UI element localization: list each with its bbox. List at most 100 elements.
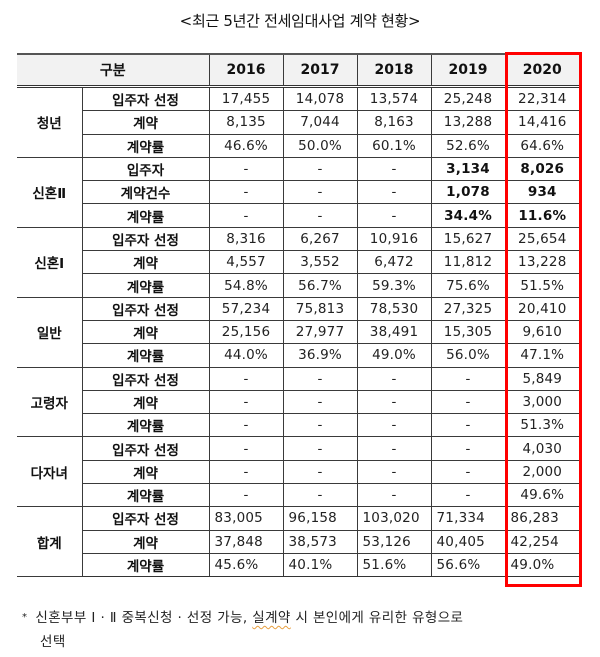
value-cell: - <box>356 203 432 228</box>
group-label: 고령자 <box>17 366 83 438</box>
row-label: 계약 <box>82 110 210 135</box>
value-cell: 42,254 <box>504 529 580 554</box>
footnote-text-a: 신혼부부 Ⅰ · Ⅱ 중복신청 · 선정 가능, <box>35 610 253 626</box>
value-cell: - <box>208 203 284 228</box>
value-cell: 13,574 <box>356 85 432 112</box>
table-row: 계약률 45.6% 40.1% 51.6% 56.6% 49.0% <box>17 552 580 578</box>
value-cell: 6,267 <box>282 226 358 252</box>
header-year: 2017 <box>282 53 358 88</box>
value-cell: 3,000 <box>504 389 580 415</box>
value-cell: - <box>282 366 358 391</box>
row-label: 입주자 <box>81 156 210 182</box>
value-cell: - <box>430 366 506 391</box>
row-label: 계약률 <box>82 483 210 508</box>
value-cell: 86,283 <box>504 506 580 531</box>
value-cell: - <box>282 413 358 438</box>
value-cell: 54.8% <box>208 273 284 298</box>
value-cell: 14,078 <box>282 85 358 112</box>
value-cell: 75,813 <box>282 296 358 321</box>
footnote-text-c: 시 본인에게 유리한 유형으로 <box>290 610 464 626</box>
row-label: 입주자 선정 <box>81 226 210 252</box>
value-cell: 20,410 <box>504 296 580 321</box>
row-label: 계약률 <box>82 552 210 578</box>
value-cell: - <box>208 366 284 391</box>
value-cell: 9,610 <box>504 319 580 345</box>
row-label: 계약 <box>82 529 210 554</box>
table-title: <최근 5년간 전세임대사업 계약 현황> <box>179 12 421 30</box>
table-row: 계약건수 - - -1,078 934 <box>17 180 580 205</box>
value-cell: - <box>282 436 358 461</box>
value-cell: 38,573 <box>282 529 358 554</box>
value-cell: - <box>356 459 432 485</box>
row-label: 입주자 선정 <box>81 436 210 461</box>
value-cell: 49.0% <box>356 343 432 368</box>
value-cell: - <box>356 436 432 461</box>
table-row: 계약률 54.8% 56.7% 59.3% 75.6% 51.5% <box>17 273 580 298</box>
value-cell: - <box>208 156 284 182</box>
value-cell: 103,020 <box>356 506 432 531</box>
table-row: 일반 입주자 선정 57,234 75,813 78,530 27,325 20,410 <box>17 296 580 368</box>
value-cell: 38,491 <box>356 319 432 345</box>
value-cell: 13,288 <box>430 110 506 135</box>
value-cell: 50.0% <box>282 133 358 158</box>
value-cell: 40.1% <box>282 552 358 578</box>
value-cell: 60.1% <box>356 133 432 158</box>
footnote-line-2: 선택 <box>40 634 66 650</box>
value-cell: 45.6% <box>208 552 284 578</box>
value-cell: 49.0% <box>504 552 580 578</box>
value-cell: 51.6% <box>356 552 432 578</box>
value-cell: - <box>208 180 284 205</box>
contract-status-table-wrapper: 구분 2016 2017 2018 2019 2020 청년 입주자 선정 17,4… <box>17 53 580 578</box>
table-row: 다자녀 입주자 선정 - - - -4,030 <box>17 436 580 508</box>
value-cell: 51.3% <box>504 413 580 438</box>
value-cell: 75.6% <box>430 273 506 298</box>
value-cell: - <box>356 366 432 391</box>
value-cell: 6,472 <box>356 250 432 275</box>
value-cell: - <box>282 459 358 485</box>
value-cell: - <box>208 483 284 508</box>
value-cell: 78,530 <box>356 296 432 321</box>
value-cell: 71,334 <box>430 506 506 531</box>
value-cell: - <box>430 483 506 508</box>
table-row: 계약 - - - -2,000 <box>17 459 580 485</box>
value-cell: 64.6% <box>504 133 580 158</box>
value-cell: 34.4% <box>430 203 506 228</box>
row-label: 입주자 선정 <box>81 85 210 112</box>
value-cell: - <box>208 389 284 415</box>
value-cell: 8,026 <box>504 156 580 182</box>
table-body: 청년 입주자 선정 17,455 14,078 13,574 25,248 22,314 계약… <box>17 85 580 578</box>
value-cell: - <box>430 436 506 461</box>
footnote-marker: * <box>22 612 28 623</box>
value-cell: 11,812 <box>430 250 506 275</box>
value-cell: 3,134 <box>430 156 506 182</box>
value-cell: 56.7% <box>282 273 358 298</box>
value-cell: 13,228 <box>504 250 580 275</box>
table-row: 계약 8,135 7,044 8,163 13,288 14,416 <box>17 110 580 135</box>
value-cell: 17,455 <box>208 85 284 112</box>
value-cell: 46.6% <box>208 133 284 158</box>
group-label: 합계 <box>17 506 83 578</box>
value-cell: - <box>208 459 284 485</box>
value-cell: 8,316 <box>208 226 284 252</box>
value-cell: 15,627 <box>430 226 506 252</box>
value-cell: 57,234 <box>208 296 284 321</box>
table-row: 계약 - - - -3,000 <box>17 389 580 415</box>
value-cell: - <box>430 389 506 415</box>
table-row: 계약 25,156 27,977 38,491 15,305 9,610 <box>17 319 580 345</box>
value-cell: 51.5% <box>504 273 580 298</box>
value-cell: - <box>282 389 358 415</box>
table-row: 계약률 - - -34.4% 11.6% <box>17 203 580 228</box>
value-cell: 47.1% <box>504 343 580 368</box>
value-cell: 934 <box>504 180 580 205</box>
value-cell: 1,078 <box>430 180 506 205</box>
row-label: 계약률 <box>82 203 210 228</box>
group-label: 신혼Ⅰ <box>17 226 83 298</box>
header-row: 구분 2016 2017 2018 2019 2020 <box>17 53 580 88</box>
value-cell: 15,305 <box>430 319 506 345</box>
row-label: 계약 <box>82 319 210 345</box>
value-cell: 27,325 <box>430 296 506 321</box>
header-year: 2020 <box>504 53 580 88</box>
table-row: 신혼Ⅰ 입주자 선정 8,316 6,267 10,916 15,627 25,654 <box>17 226 580 298</box>
header-category: 구분 <box>17 53 210 88</box>
value-cell: 22,314 <box>504 85 580 112</box>
